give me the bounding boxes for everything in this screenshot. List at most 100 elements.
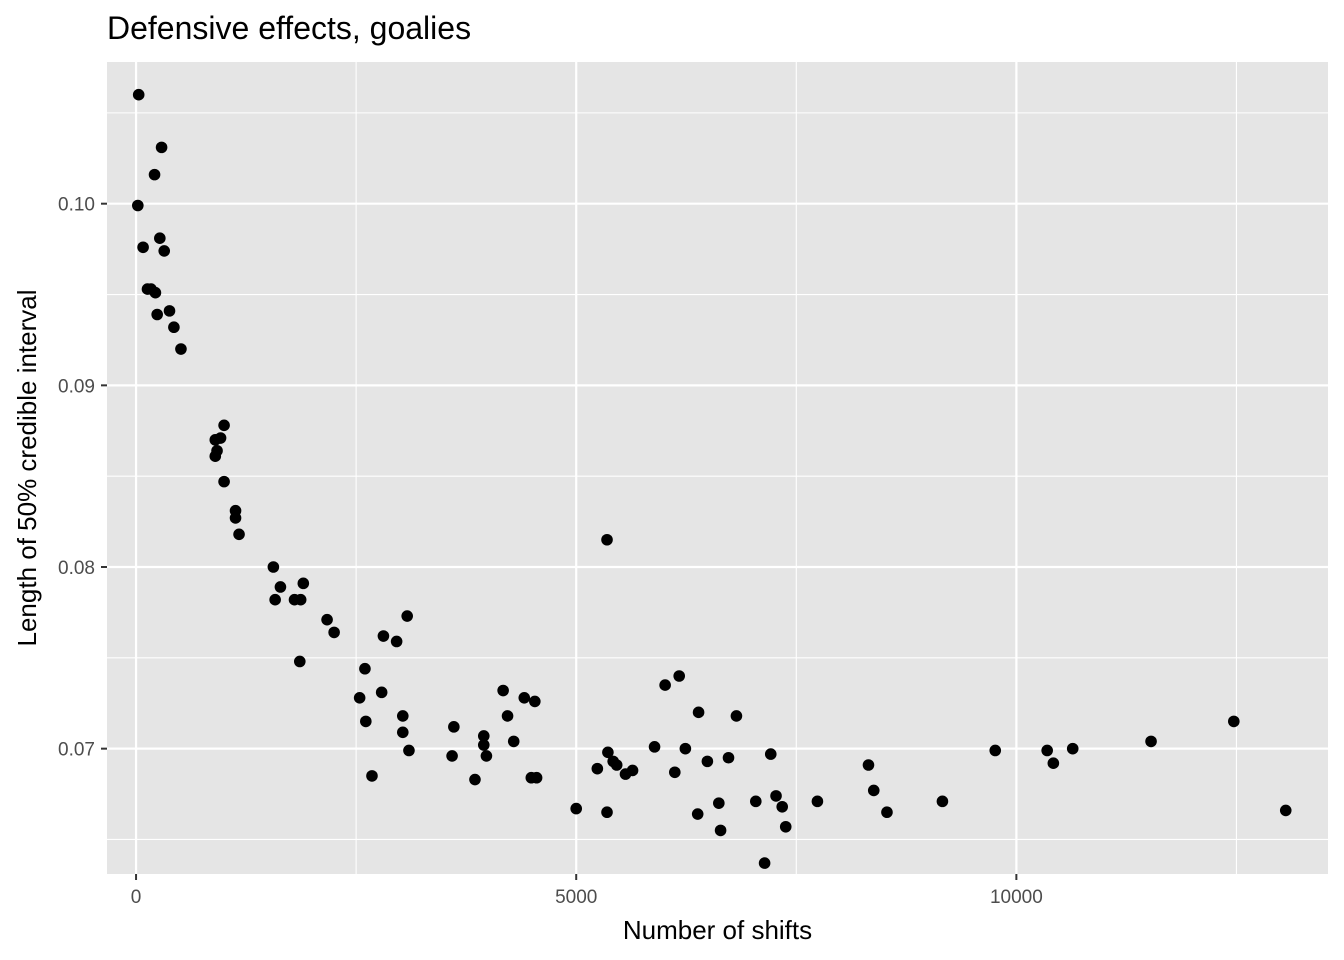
data-point [233,528,245,541]
data-points [132,88,1292,869]
data-point [151,308,163,321]
data-point [274,581,287,593]
y-tick-label: 0.09 [58,376,95,397]
data-point [714,824,727,837]
minor-gridlines [107,62,1328,874]
data-point [267,561,280,573]
data-point [366,770,378,782]
data-point [529,695,541,708]
data-point [989,744,1002,757]
data-point [867,784,880,797]
data-point [175,343,187,355]
data-point [218,475,230,488]
data-point [477,739,490,751]
data-point [1066,742,1079,755]
data-point [701,755,714,768]
plot-panel [107,62,1328,874]
data-point [359,662,371,675]
data-point [477,730,490,742]
data-point [396,710,409,722]
data-point [375,686,388,699]
data-point [811,795,824,808]
x-tick-label: 0 [131,887,142,908]
data-point [137,241,149,254]
data-point [669,766,681,779]
y-tick-label: 0.07 [58,740,95,761]
data-point [1228,715,1240,728]
data-point [158,245,171,257]
data-point [730,710,743,722]
data-point [518,691,531,704]
data-point [149,286,162,299]
data-point [148,168,161,181]
data-point [328,626,340,639]
data-point [390,635,403,648]
data-point [770,790,782,802]
data-point [154,232,166,245]
data-point [214,432,227,444]
data-point [168,321,180,334]
data-point [601,533,613,546]
data-point [507,735,520,748]
data-point [229,512,242,524]
data-point [530,771,543,784]
data-point [764,748,777,760]
data-point [648,741,661,753]
data-point [294,593,307,606]
x-axis-title: Number of shifts [623,915,812,945]
data-point [218,419,230,432]
data-point [469,773,481,786]
data-point [155,141,168,154]
data-point [132,199,144,212]
data-point [448,721,460,733]
data-point [881,806,893,819]
data-point [659,679,671,691]
data-point [269,593,281,606]
data-point [626,764,639,777]
data-point [209,450,222,462]
data-point [403,744,415,757]
data-point [497,684,509,697]
data-point [936,795,949,808]
data-point [1145,735,1157,748]
data-point [446,750,458,762]
data-point [691,808,704,820]
data-point [297,577,310,590]
data-point [779,820,792,833]
data-point [501,710,514,722]
data-point [132,88,145,101]
data-point [396,726,409,739]
data-point [758,857,771,869]
data-point [480,750,493,762]
data-point [862,759,875,771]
y-tick-label: 0.08 [58,558,95,579]
data-point [692,706,705,719]
data-point [401,610,413,622]
y-axis-title: Length of 50% credible interval [12,289,42,646]
data-point [1279,804,1292,817]
data-point [776,800,789,813]
data-point [293,655,306,668]
data-point [722,751,735,764]
data-point [602,746,614,759]
data-point [679,742,692,755]
y-axis: 0.07 0.08 0.09 0.10 [58,195,107,761]
data-point [163,305,176,317]
data-point [713,797,725,809]
data-point [610,759,623,771]
data-point [570,802,583,815]
data-point [1041,744,1053,757]
x-axis: 0 5000 10000 [131,874,1043,908]
data-point [353,691,366,704]
data-point [1047,757,1060,769]
x-tick-label: 10000 [990,887,1043,908]
chart-title: Defensive effects, goalies [107,10,471,46]
data-point [591,762,604,775]
data-point [749,795,762,808]
data-point [321,613,333,626]
major-gridlines [107,62,1328,874]
x-tick-label: 5000 [555,887,597,908]
y-tick-label: 0.10 [58,195,95,216]
data-point [601,806,613,819]
